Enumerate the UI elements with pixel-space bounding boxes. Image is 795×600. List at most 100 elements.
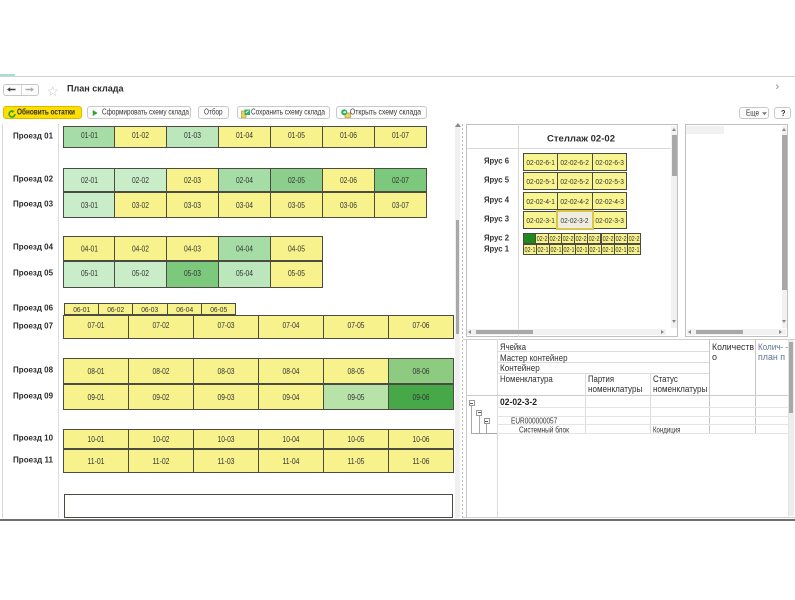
svg-text:Проезд 09: Проезд 09 xyxy=(13,390,53,400)
svg-text:09-01: 09-01 xyxy=(87,393,104,402)
svg-text:Проезд 04: Проезд 04 xyxy=(13,242,53,252)
svg-text:Проезд 01: Проезд 01 xyxy=(13,130,53,140)
svg-text:План склада: План склада xyxy=(67,84,124,95)
svg-text:Количеств: Количеств xyxy=(712,342,754,352)
svg-text:01-03: 01-03 xyxy=(184,131,201,140)
svg-text:07-01: 07-01 xyxy=(87,321,104,330)
svg-text:08-02: 08-02 xyxy=(152,367,169,376)
svg-text:03-04: 03-04 xyxy=(236,201,253,210)
svg-text:06-01: 06-01 xyxy=(73,305,90,314)
svg-text:Кондиция: Кондиция xyxy=(653,425,680,434)
svg-text:Стеллаж 02-02: Стеллаж 02-02 xyxy=(547,133,615,144)
svg-text:о: о xyxy=(712,352,717,362)
svg-text:01-07: 01-07 xyxy=(392,131,409,140)
svg-text:05-05: 05-05 xyxy=(288,268,305,277)
svg-text:02-2: 02-2 xyxy=(628,236,639,243)
svg-text:05-03: 05-03 xyxy=(184,268,201,277)
svg-text:02-2: 02-2 xyxy=(615,236,626,243)
svg-text:02-1: 02-1 xyxy=(525,247,536,254)
svg-text:11-02: 11-02 xyxy=(152,457,169,466)
svg-text:07-06: 07-06 xyxy=(412,321,429,330)
svg-text:03-05: 03-05 xyxy=(288,201,305,210)
svg-text:план п: план п xyxy=(758,352,785,362)
svg-text:05-01: 05-01 xyxy=(80,268,97,277)
svg-text:02-05: 02-05 xyxy=(288,176,305,185)
svg-text:05-04: 05-04 xyxy=(236,268,253,277)
svg-text:Сформировать схему склада: Сформировать схему склада xyxy=(102,107,189,117)
svg-text:02-2: 02-2 xyxy=(549,236,560,243)
svg-text:08-04: 08-04 xyxy=(282,367,299,376)
svg-text:02-2: 02-2 xyxy=(536,236,547,243)
svg-text:09-05: 09-05 xyxy=(347,393,364,402)
svg-text:01-01: 01-01 xyxy=(80,131,97,140)
svg-text:06-03: 06-03 xyxy=(141,305,158,314)
svg-text:02-1: 02-1 xyxy=(603,247,614,254)
svg-text:04-02: 04-02 xyxy=(132,244,149,253)
svg-text:Статус: Статус xyxy=(653,374,678,384)
svg-text:09-06: 09-06 xyxy=(412,393,429,402)
svg-text:02-2: 02-2 xyxy=(576,236,587,243)
svg-text:Партия: Партия xyxy=(588,374,614,384)
svg-text:Ячейка: Ячейка xyxy=(500,342,526,352)
svg-text:02-06: 02-06 xyxy=(340,176,357,185)
svg-text:Ярус 1: Ярус 1 xyxy=(484,243,509,253)
svg-text:Сохранить схему склада: Сохранить схему склада xyxy=(251,107,325,117)
svg-text:08-01: 08-01 xyxy=(87,367,104,376)
svg-text:02-02-3-1: 02-02-3-1 xyxy=(526,216,555,225)
svg-text:07-03: 07-03 xyxy=(217,321,234,330)
svg-text:Ярус 2: Ярус 2 xyxy=(484,232,509,242)
svg-text:01-06: 01-06 xyxy=(340,131,357,140)
svg-text:Ярус 3: Ярус 3 xyxy=(484,214,509,224)
svg-text:Ярус 5: Ярус 5 xyxy=(484,175,509,185)
svg-text:11-01: 11-01 xyxy=(87,457,104,466)
svg-text:10-05: 10-05 xyxy=(347,435,364,444)
svg-text:09-02: 09-02 xyxy=(152,393,169,402)
svg-text:04-03: 04-03 xyxy=(184,244,201,253)
svg-text:Контейнер: Контейнер xyxy=(500,363,540,373)
svg-text:01-02: 01-02 xyxy=(132,131,149,140)
svg-text:10-02: 10-02 xyxy=(152,435,169,444)
svg-text:03-03: 03-03 xyxy=(184,201,201,210)
svg-text:04-01: 04-01 xyxy=(80,244,97,253)
svg-text:Проезд 05: Проезд 05 xyxy=(13,268,53,278)
svg-text:Еще: Еще xyxy=(746,109,759,118)
svg-text:07-02: 07-02 xyxy=(152,321,169,330)
svg-text:Проезд 11: Проезд 11 xyxy=(13,455,53,465)
svg-text:10-06: 10-06 xyxy=(412,435,429,444)
svg-text:02-2: 02-2 xyxy=(589,236,600,243)
svg-text:02-02-3-2: 02-02-3-2 xyxy=(500,397,537,407)
svg-text:02-02-4-3: 02-02-4-3 xyxy=(595,196,624,205)
svg-text:02-02-5-2: 02-02-5-2 xyxy=(561,177,590,186)
svg-text:02-02-3-2: 02-02-3-2 xyxy=(561,216,589,225)
svg-text:08-03: 08-03 xyxy=(217,367,234,376)
svg-text:Номенклатура: Номенклатура xyxy=(500,374,553,384)
svg-text:02-1: 02-1 xyxy=(590,247,601,254)
svg-text:02-02-6-2: 02-02-6-2 xyxy=(561,158,590,167)
svg-text:03-06: 03-06 xyxy=(340,201,357,210)
svg-text:02-02-5-3: 02-02-5-3 xyxy=(595,177,624,186)
svg-text:02-1: 02-1 xyxy=(577,247,588,254)
svg-text:08-05: 08-05 xyxy=(347,367,364,376)
svg-text:08-06: 08-06 xyxy=(412,367,429,376)
svg-text:02-2: 02-2 xyxy=(602,236,613,243)
svg-text:02-1: 02-1 xyxy=(629,247,640,254)
svg-text:03-07: 03-07 xyxy=(392,201,409,210)
svg-text:06-04: 06-04 xyxy=(176,305,193,314)
svg-text:Проезд 06: Проезд 06 xyxy=(13,303,53,313)
svg-text:11-03: 11-03 xyxy=(217,457,234,466)
svg-text:10-03: 10-03 xyxy=(217,435,234,444)
svg-text:05-02: 05-02 xyxy=(132,268,149,277)
svg-text:03-02: 03-02 xyxy=(132,201,149,210)
svg-text:Обновить остатки: Обновить остатки xyxy=(17,107,75,117)
svg-text:07-04: 07-04 xyxy=(282,321,299,330)
svg-text:02-1: 02-1 xyxy=(564,247,575,254)
svg-text:06-02: 06-02 xyxy=(107,305,124,314)
svg-text:02-02-5-1: 02-02-5-1 xyxy=(526,177,555,186)
svg-text:Ярус 4: Ярус 4 xyxy=(484,194,509,204)
svg-text:Мастер контейнер: Мастер контейнер xyxy=(500,353,568,363)
svg-text:02-2: 02-2 xyxy=(562,236,573,243)
svg-text:Проезд 10: Проезд 10 xyxy=(13,433,53,443)
svg-text:04-04: 04-04 xyxy=(236,244,253,253)
svg-text:09-04: 09-04 xyxy=(282,393,299,402)
svg-text:02-1: 02-1 xyxy=(538,247,549,254)
